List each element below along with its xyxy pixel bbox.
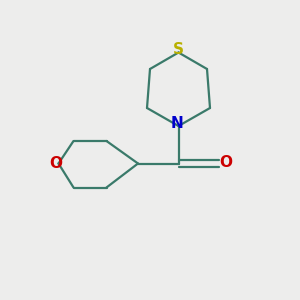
Text: O: O — [219, 155, 232, 170]
Text: S: S — [173, 42, 184, 57]
Text: O: O — [49, 156, 62, 171]
Text: N: N — [171, 116, 183, 131]
